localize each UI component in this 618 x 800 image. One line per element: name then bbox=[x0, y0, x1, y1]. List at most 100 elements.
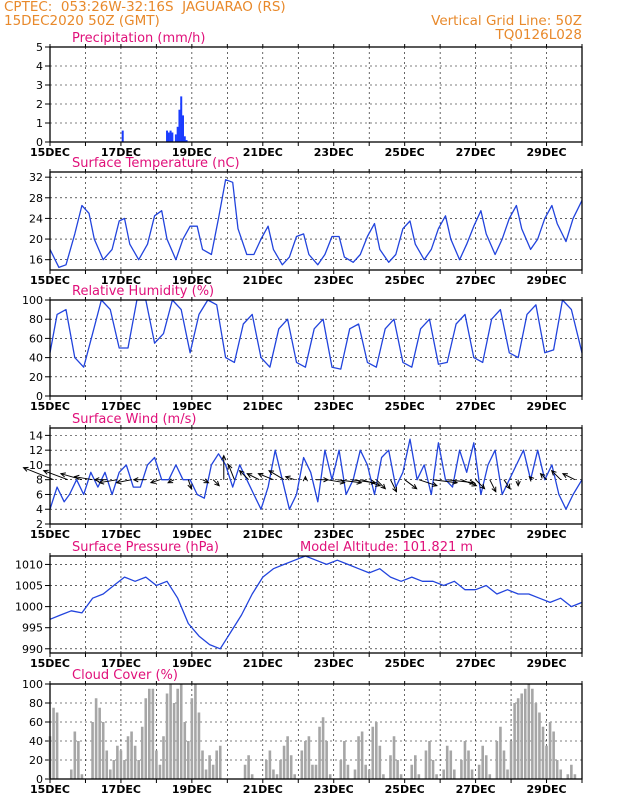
cloud-cover-bar bbox=[520, 693, 524, 779]
precipitation-xtick-label: 23DEC bbox=[314, 146, 354, 159]
cloud-cover-bar bbox=[318, 726, 321, 779]
cloud-cover-bar bbox=[247, 755, 250, 779]
wind-vector bbox=[337, 479, 362, 484]
cloud-cover-bar bbox=[201, 750, 204, 779]
cloud-cover-bar bbox=[183, 722, 187, 779]
cloud-cover-bar bbox=[396, 760, 399, 779]
wind-vector-head bbox=[203, 478, 210, 484]
pressure-ytick-label: 1005 bbox=[15, 580, 43, 593]
cloud-cover-bar bbox=[307, 736, 311, 779]
pressure-subtitle: Model Altitude: 101.821 m bbox=[300, 540, 473, 555]
pressure-ytick-label: 1010 bbox=[15, 558, 43, 571]
wind-vector-head bbox=[73, 474, 80, 480]
wind-vector-head bbox=[257, 472, 264, 478]
cloud-cover-bar bbox=[467, 750, 470, 779]
cloud-cover-bar bbox=[155, 750, 158, 779]
humidity-xtick-label: 15DEC bbox=[30, 400, 70, 413]
wind-vector bbox=[475, 479, 485, 490]
cloud-cover-bar bbox=[77, 741, 80, 779]
cloud-cover-panel: Cloud Cover (%) 0 20 40 60 80 100 15DEC 17DEC 19D… bbox=[22, 668, 583, 796]
cloud-cover-xtick-label: 27DEC bbox=[456, 783, 496, 796]
cloud-cover-bar bbox=[353, 769, 357, 779]
precipitation-bar bbox=[176, 126, 179, 142]
cloud-cover-xtick-label: 15DEC bbox=[30, 783, 70, 796]
cloud-cover-bar bbox=[325, 741, 328, 779]
wind-vector-head bbox=[221, 454, 227, 461]
wind-vector bbox=[562, 473, 576, 481]
cloud-cover-bar bbox=[119, 750, 123, 779]
wind-vector-head bbox=[59, 472, 66, 478]
wind-vector bbox=[461, 479, 477, 487]
pressure-xtick-label: 23DEC bbox=[314, 657, 354, 670]
cloud-cover-bar bbox=[169, 684, 172, 779]
precipitation-xtick-label: 17DEC bbox=[101, 146, 141, 159]
cloud-cover-bar bbox=[328, 774, 332, 779]
cloud-cover-frame bbox=[49, 683, 583, 780]
cloud-cover-bar bbox=[144, 698, 148, 779]
cloud-cover-xtick-label: 19DEC bbox=[172, 783, 212, 796]
pressure-xtick-label: 27DEC bbox=[456, 657, 496, 670]
cloud-cover-bar bbox=[211, 764, 215, 779]
precipitation-bar bbox=[185, 140, 188, 142]
humidity-ytick-label: 60 bbox=[29, 332, 43, 345]
precipitation-xtick-label: 29DEC bbox=[527, 146, 567, 159]
cloud-cover-xtick-label: 23DEC bbox=[314, 783, 354, 796]
pressure-xtick-label: 21DEC bbox=[243, 657, 283, 670]
cloud-cover-bar bbox=[389, 755, 392, 779]
cloud-cover-bar bbox=[516, 698, 520, 779]
cloud-cover-bar bbox=[289, 755, 293, 779]
humidity-frame bbox=[49, 299, 583, 397]
wind-vector-head bbox=[539, 472, 546, 479]
wind-series-line bbox=[49, 438, 583, 510]
cloud-cover-bar bbox=[265, 760, 268, 779]
cloud-cover-bar bbox=[179, 684, 183, 779]
cloud-cover-bar bbox=[414, 755, 417, 779]
cloud-cover-bar bbox=[570, 764, 573, 779]
humidity-xtick-label: 23DEC bbox=[314, 400, 354, 413]
wind-xtick-label: 29DEC bbox=[527, 528, 567, 541]
cloud-cover-bar bbox=[275, 774, 279, 779]
precipitation-frame bbox=[49, 46, 583, 143]
temperature-xtick-label: 25DEC bbox=[385, 274, 425, 287]
pressure-xtick-label: 17DEC bbox=[101, 657, 141, 670]
pressure-xtick-label: 29DEC bbox=[527, 657, 567, 670]
cloud-cover-bar bbox=[137, 760, 140, 779]
cloud-cover-bar bbox=[552, 731, 555, 779]
wind-title: Surface Wind (m/s) bbox=[72, 412, 196, 427]
cloud-cover-bar bbox=[165, 693, 169, 779]
cloud-cover-bar bbox=[477, 764, 481, 779]
cloud-cover-bar bbox=[158, 764, 162, 779]
cloud-cover-xtick-label: 17DEC bbox=[101, 783, 141, 796]
cloud-cover-bar bbox=[399, 774, 403, 779]
cloud-cover-bar bbox=[108, 769, 112, 779]
wind-vector-head bbox=[471, 481, 478, 487]
cloud-cover-bar bbox=[573, 774, 577, 779]
precipitation-bar bbox=[166, 130, 169, 142]
wind-xtick-label: 25DEC bbox=[385, 528, 425, 541]
cloud-cover-bar bbox=[91, 722, 94, 779]
wind-vector bbox=[212, 479, 220, 487]
temperature-ytick-label: 16 bbox=[29, 254, 43, 267]
cloud-cover-bar bbox=[148, 688, 151, 779]
cloud-cover-bar bbox=[126, 736, 130, 779]
wind-vector-head bbox=[370, 479, 377, 485]
cloud-cover-bar bbox=[538, 712, 541, 779]
temperature-xtick-label: 29DEC bbox=[527, 274, 567, 287]
humidity-xtick-label: 27DEC bbox=[456, 400, 496, 413]
cloud-cover-bar bbox=[382, 774, 385, 779]
wind-vector-head bbox=[431, 481, 438, 487]
cloud-cover-bar bbox=[52, 707, 55, 779]
precipitation-xtick-label: 15DEC bbox=[30, 146, 70, 159]
temperature-xtick-label: 15DEC bbox=[30, 274, 70, 287]
humidity-xtick-label: 21DEC bbox=[243, 400, 283, 413]
precipitation-xtick-label: 19DEC bbox=[172, 146, 212, 159]
cloud-cover-bar bbox=[123, 760, 126, 779]
wind-vector bbox=[247, 473, 260, 481]
cloud-cover-bar bbox=[190, 698, 194, 779]
cloud-cover-bar bbox=[460, 760, 463, 779]
cloud-cover-bar bbox=[112, 760, 116, 779]
humidity-xtick-label: 25DEC bbox=[385, 400, 425, 413]
wind-vector bbox=[503, 479, 511, 489]
humidity-ytick-label: 40 bbox=[29, 352, 43, 365]
